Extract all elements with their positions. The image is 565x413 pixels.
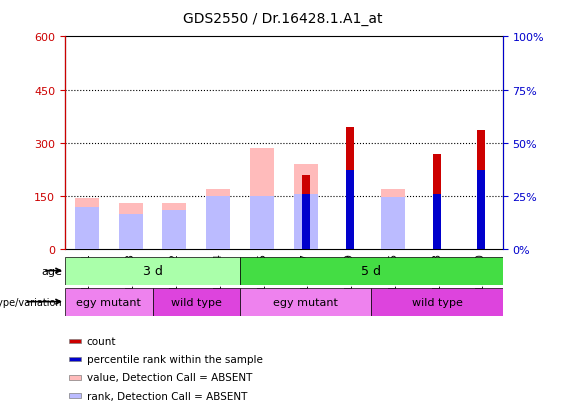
Bar: [65, 288, 153, 316]
Bar: [206, 197, 231, 250]
Bar: [65, 37, 503, 250]
Bar: [302, 195, 310, 250]
Text: wild type: wild type: [412, 297, 463, 307]
Text: egy mutant: egy mutant: [76, 297, 141, 307]
Text: rank, Detection Call = ABSENT: rank, Detection Call = ABSENT: [86, 391, 247, 401]
Text: age: age: [41, 266, 62, 276]
Bar: [119, 214, 143, 250]
Bar: [302, 176, 310, 250]
Bar: [69, 339, 81, 344]
Bar: [153, 288, 240, 316]
Text: genotype/variation: genotype/variation: [0, 297, 62, 307]
Bar: [294, 165, 318, 250]
Text: wild type: wild type: [171, 297, 222, 307]
Text: 5 d: 5 d: [362, 264, 381, 278]
Bar: [240, 288, 372, 316]
Bar: [75, 199, 99, 250]
Text: GDS2550 / Dr.16428.1.A1_at: GDS2550 / Dr.16428.1.A1_at: [182, 12, 383, 26]
Bar: [346, 128, 354, 250]
Text: value, Detection Call = ABSENT: value, Detection Call = ABSENT: [86, 373, 252, 382]
Bar: [65, 257, 240, 285]
Bar: [162, 211, 186, 250]
Bar: [477, 170, 485, 250]
Bar: [75, 207, 99, 250]
Bar: [250, 197, 274, 250]
Bar: [206, 190, 231, 250]
Bar: [69, 375, 81, 380]
Bar: [119, 204, 143, 250]
Bar: [433, 195, 441, 250]
Bar: [433, 154, 441, 250]
Bar: [294, 195, 318, 250]
Bar: [381, 197, 406, 250]
Bar: [162, 204, 186, 250]
Bar: [381, 190, 406, 250]
Bar: [69, 357, 81, 362]
Bar: [240, 257, 503, 285]
Bar: [346, 170, 354, 250]
Bar: [372, 288, 503, 316]
Text: percentile rank within the sample: percentile rank within the sample: [86, 354, 262, 364]
Bar: [250, 149, 274, 250]
Text: 3 d: 3 d: [142, 264, 163, 278]
Text: count: count: [86, 336, 116, 346]
Bar: [69, 393, 81, 398]
Text: egy mutant: egy mutant: [273, 297, 338, 307]
Bar: [477, 131, 485, 250]
